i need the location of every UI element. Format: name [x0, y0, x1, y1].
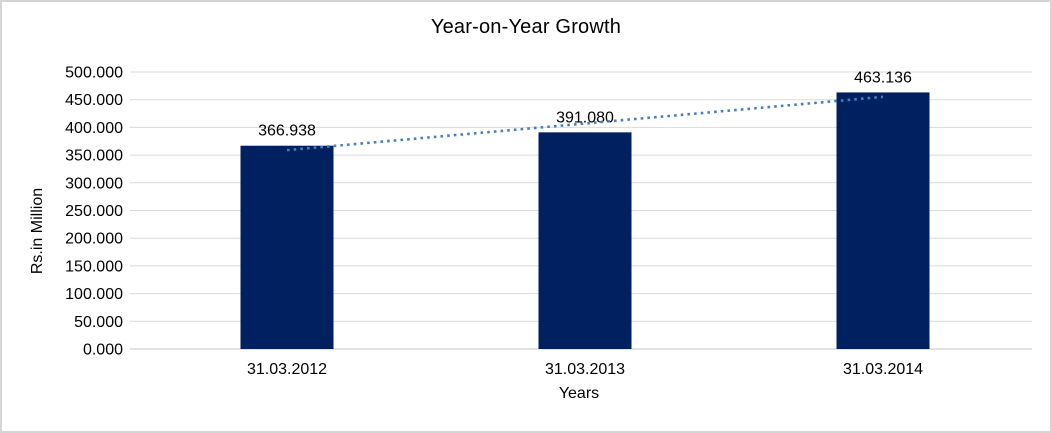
y-tick-label: 150.000	[65, 258, 123, 275]
y-tick-label: 50.000	[74, 314, 123, 331]
y-tick-label: 450.000	[65, 92, 123, 109]
y-tick-label: 250.000	[65, 203, 123, 220]
data-label: 463.136	[854, 69, 912, 86]
y-tick-label: 300.000	[65, 175, 123, 192]
y-tick-label: 0.000	[83, 342, 123, 359]
y-tick-label: 500.000	[65, 65, 123, 82]
x-axis-title: Years	[558, 385, 600, 402]
x-tick-label: 31.03.2012	[247, 361, 327, 378]
x-tick-label: 31.03.2013	[545, 361, 625, 378]
y-tick-label: 400.000	[65, 120, 123, 137]
chart-title: Year-on-Year Growth	[430, 16, 622, 38]
bar-31.03.2013	[538, 132, 632, 349]
data-label: 366.938	[258, 123, 316, 140]
y-tick-label: 100.000	[65, 286, 123, 303]
x-tick-label: 31.03.2014	[843, 361, 923, 378]
y-tick-label: 200.000	[65, 231, 123, 248]
bar-31.03.2012	[240, 145, 334, 349]
bar-31.03.2014	[836, 92, 930, 349]
y-tick-label: 350.000	[65, 148, 123, 165]
data-label: 391.080	[556, 109, 614, 126]
